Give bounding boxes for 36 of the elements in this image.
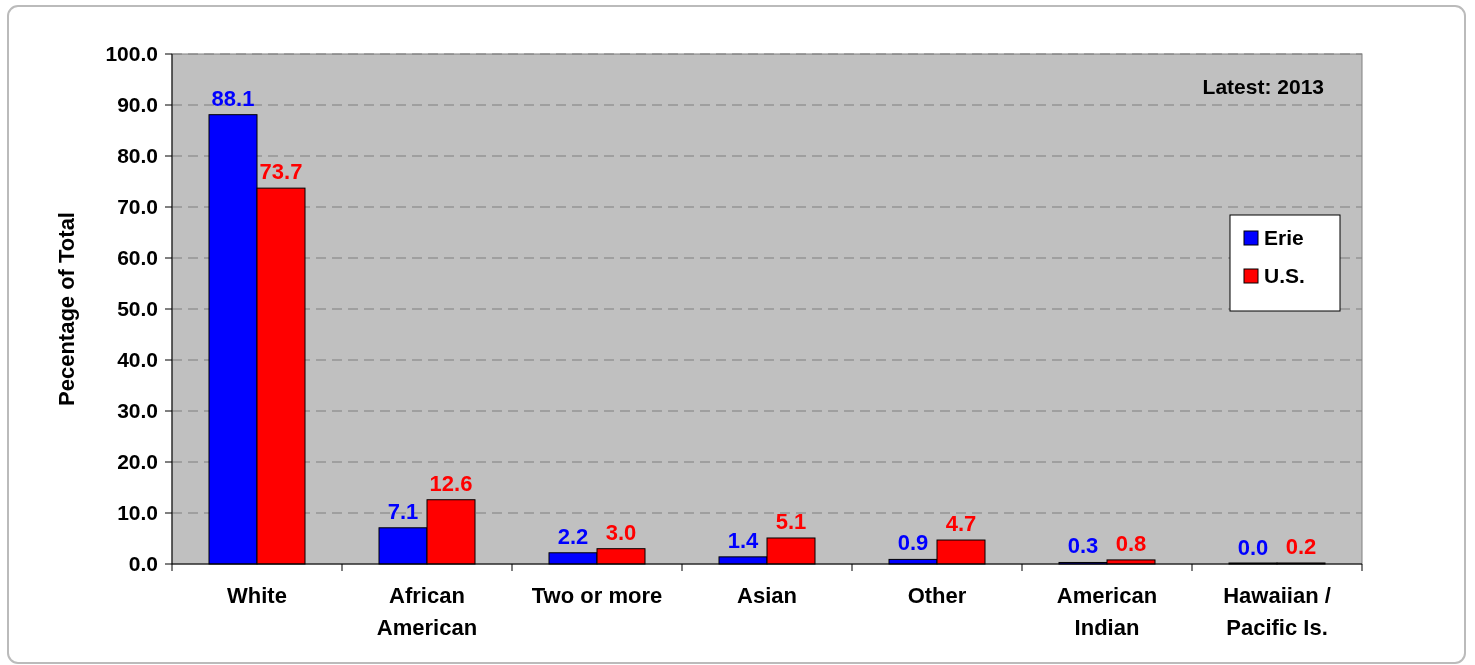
y-tick-label: 0.0 [128, 552, 158, 576]
data-label: 0.9 [897, 530, 929, 556]
data-label: 0.2 [1285, 533, 1317, 559]
legend-label: U.S. [1264, 264, 1305, 288]
data-label: 12.6 [429, 470, 473, 496]
y-axis-title: Pecentage of Total [54, 212, 79, 406]
y-tick-label: 100.0 [105, 42, 158, 66]
y-tick-label: 30.0 [117, 399, 158, 423]
y-tick-label: 50.0 [117, 297, 158, 321]
y-tick-label: 80.0 [117, 144, 158, 168]
x-tick-label: Two or more [531, 583, 663, 608]
data-label: 4.7 [945, 511, 977, 537]
y-tick-label: 40.0 [117, 348, 158, 372]
y-tick-label: 20.0 [117, 450, 158, 474]
y-tick-label: 70.0 [117, 195, 158, 219]
legend-label: Erie [1264, 226, 1304, 250]
annotation: Latest: 2013 [1202, 75, 1324, 98]
y-tick-label: 60.0 [117, 246, 158, 270]
data-label: 1.4 [727, 527, 760, 553]
data-label: 3.0 [605, 519, 637, 545]
data-label: 7.1 [387, 498, 419, 524]
x-tick-label: White [227, 583, 287, 608]
data-label: 0.3 [1067, 533, 1099, 559]
x-tick-label: Other [907, 583, 967, 608]
x-tick-label: African American [376, 583, 478, 640]
data-label: 0.8 [1115, 530, 1147, 556]
data-label: 5.1 [775, 508, 807, 534]
x-tick-label: Asian [737, 583, 797, 608]
y-tick-label: 90.0 [117, 93, 158, 117]
x-tick-label: Hawaiian / Pacific Is. [1223, 583, 1331, 640]
data-label: 73.7 [259, 159, 303, 185]
x-tick-label: American Indian [1056, 583, 1158, 640]
data-label: 2.2 [557, 523, 589, 549]
data-label: 0.0 [1237, 535, 1269, 560]
data-label: 88.1 [211, 85, 255, 111]
y-tick-label: 10.0 [117, 501, 158, 525]
